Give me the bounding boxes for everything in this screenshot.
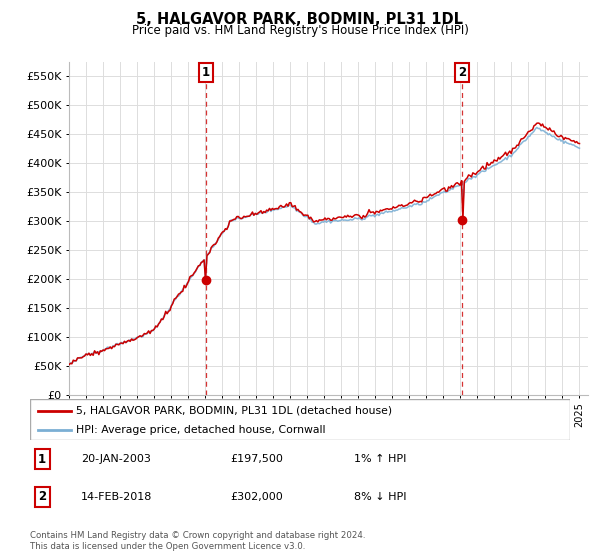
Text: £197,500: £197,500 xyxy=(230,454,283,464)
Text: 1% ↑ HPI: 1% ↑ HPI xyxy=(354,454,406,464)
Text: 2: 2 xyxy=(458,66,466,79)
Text: 8% ↓ HPI: 8% ↓ HPI xyxy=(354,492,407,502)
Text: 14-FEB-2018: 14-FEB-2018 xyxy=(82,492,152,502)
Text: HPI: Average price, detached house, Cornwall: HPI: Average price, detached house, Corn… xyxy=(76,424,325,435)
Text: Contains HM Land Registry data © Crown copyright and database right 2024.: Contains HM Land Registry data © Crown c… xyxy=(30,531,365,540)
Text: 1: 1 xyxy=(202,66,210,79)
Text: Price paid vs. HM Land Registry's House Price Index (HPI): Price paid vs. HM Land Registry's House … xyxy=(131,24,469,37)
Text: 5, HALGAVOR PARK, BODMIN, PL31 1DL: 5, HALGAVOR PARK, BODMIN, PL31 1DL xyxy=(137,12,464,27)
Text: This data is licensed under the Open Government Licence v3.0.: This data is licensed under the Open Gov… xyxy=(30,542,305,551)
Text: 5, HALGAVOR PARK, BODMIN, PL31 1DL (detached house): 5, HALGAVOR PARK, BODMIN, PL31 1DL (deta… xyxy=(76,405,392,416)
Text: 1: 1 xyxy=(38,452,46,465)
Text: £302,000: £302,000 xyxy=(230,492,283,502)
Text: 20-JAN-2003: 20-JAN-2003 xyxy=(82,454,151,464)
Text: 2: 2 xyxy=(38,491,46,503)
